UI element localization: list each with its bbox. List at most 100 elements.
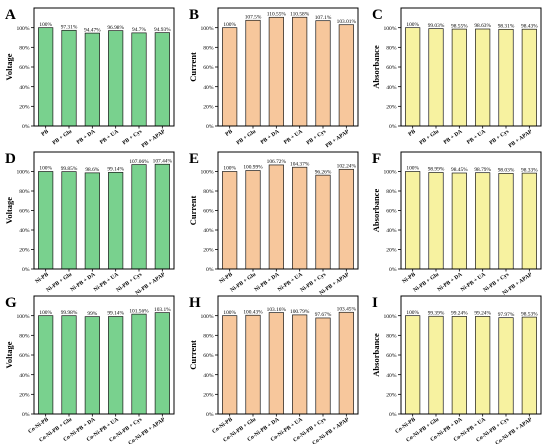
y-axis-label: Current [188, 52, 198, 82]
bar [84, 32, 100, 127]
bar [154, 32, 170, 127]
y-tick-label: 0% [206, 124, 214, 130]
bar-data-label: 100% [223, 22, 236, 28]
bar [108, 171, 124, 270]
bar [222, 27, 238, 127]
bar [405, 27, 421, 127]
bar-data-label: 102.24% [337, 164, 357, 170]
x-category-label: PB + DA [76, 129, 97, 146]
y-tick-label: 60% [203, 65, 214, 71]
y-tick-label: 100% [200, 26, 213, 32]
x-category-label: Ni-PB + Glu [229, 272, 257, 294]
y-tick-label: 40% [386, 373, 397, 379]
y-tick-label: 80% [203, 334, 214, 340]
bar [154, 312, 170, 415]
plot-frame [33, 295, 175, 415]
y-tick-label: 0% [206, 267, 214, 273]
bar-data-label: 107.1% [315, 15, 332, 21]
y-tick-label: 100% [383, 26, 396, 32]
bar [61, 315, 77, 415]
panel-letter: G [5, 295, 17, 311]
x-category-label: PB + Glu [52, 129, 74, 147]
panel-letter: C [372, 7, 383, 23]
bar-data-label: 100% [223, 166, 236, 172]
bar-data-label: 110.55% [267, 11, 287, 17]
panel-d: D Voltage 0% 20% 40% 60% 80% 100% 100% Ni-PB 99.85… [4, 151, 175, 297]
y-tick-label: 100% [16, 170, 29, 176]
bar [475, 316, 491, 415]
y-tick-label: 80% [19, 46, 30, 52]
bar [498, 317, 514, 415]
bar [131, 32, 147, 127]
bar [38, 171, 54, 270]
bar-data-label: 94.7% [132, 27, 146, 33]
bar [451, 172, 467, 270]
bar-data-label: 100% [39, 166, 52, 172]
bar-data-label: 100.43% [243, 309, 263, 315]
x-category-label: PB [41, 129, 51, 138]
bar [292, 166, 308, 270]
bar [521, 316, 537, 415]
x-category-label: Ni-PB [34, 272, 50, 285]
y-tick-label: 80% [386, 334, 397, 340]
panel-letter: D [5, 151, 16, 167]
x-category-label: PB + Glu [236, 129, 258, 147]
bar-data-label: 99.24% [474, 311, 491, 317]
y-tick-label: 100% [16, 314, 29, 320]
x-category-label: Ni-PB [401, 272, 417, 285]
y-tick-label: 20% [19, 248, 30, 254]
bar [131, 313, 147, 415]
x-category-label: PB + DA [260, 129, 281, 146]
bar-data-label: 99.03% [428, 23, 445, 29]
y-tick-label: 20% [386, 393, 397, 399]
y-tick-label: 40% [386, 228, 397, 234]
y-axis-label: Current [188, 196, 198, 226]
bar [61, 29, 77, 127]
x-category-label: PB + UA [99, 129, 120, 146]
bar [222, 171, 238, 270]
bar-data-label: 98.33% [521, 167, 538, 173]
bar [38, 315, 54, 415]
bar [475, 28, 491, 127]
bar [428, 172, 444, 270]
panel-a: A Voltage 0% 20% 40% 60% 80% 100% 100% PB 97.31% PB… [4, 7, 175, 149]
x-category-label: Ni-PB [218, 272, 234, 285]
y-axis-label: Absorbance [371, 45, 381, 89]
plot-frame [400, 151, 542, 270]
bar [315, 174, 331, 270]
x-category-label: PB + UA [466, 129, 487, 146]
y-tick-label: 60% [386, 353, 397, 359]
bar-data-label: 103.16% [267, 307, 287, 313]
y-tick-label: 60% [203, 209, 214, 215]
bar-data-label: 100% [406, 166, 419, 172]
y-tick-label: 40% [19, 228, 30, 234]
bar-data-label: 99.98% [61, 310, 78, 316]
y-tick-label: 80% [19, 189, 30, 195]
y-tick-label: 100% [200, 170, 213, 176]
bar [521, 172, 537, 270]
bar-data-label: 100% [223, 310, 236, 316]
y-tick-label: 100% [16, 26, 29, 32]
y-tick-label: 60% [203, 353, 214, 359]
y-tick-label: 0% [389, 267, 397, 273]
bar [154, 163, 170, 270]
y-tick-label: 40% [203, 85, 214, 91]
bar-data-label: 98.31% [498, 24, 515, 30]
bar-data-label: 94.93% [154, 27, 171, 33]
bar-data-label: 100.79% [290, 309, 310, 315]
bar-data-label: 99.14% [107, 167, 124, 173]
panel-b: B Current 0% 20% 40% 60% 80% 100% 100% PB 107.5% PB… [188, 7, 359, 149]
y-tick-label: 20% [386, 248, 397, 254]
y-tick-label: 40% [19, 373, 30, 379]
y-tick-label: 0% [206, 412, 214, 418]
panel-g: GVoltage0%20%40%60%80%100%100%Co-Ni-PB99… [4, 295, 175, 444]
panel-letter: E [189, 151, 199, 167]
y-tick-label: 0% [22, 267, 30, 273]
bar [84, 316, 100, 415]
bar [84, 172, 100, 270]
bar-data-label: 100% [39, 310, 52, 316]
bar [338, 311, 354, 415]
bar-data-label: 103.01% [337, 19, 357, 25]
bar [498, 173, 514, 270]
bar-data-label: 107.5% [245, 14, 262, 20]
